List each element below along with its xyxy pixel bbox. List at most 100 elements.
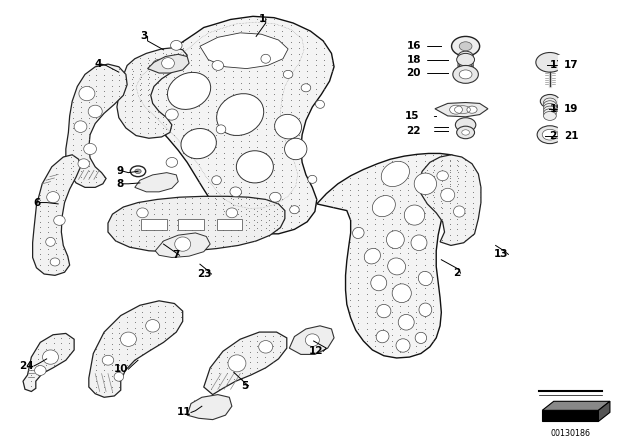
Point [294, 155, 304, 162]
Point [149, 232, 159, 239]
Point [233, 227, 243, 234]
Point [227, 97, 237, 104]
Point [403, 285, 413, 292]
Circle shape [458, 63, 473, 74]
Point [277, 91, 287, 98]
Point [49, 361, 59, 368]
Point [172, 237, 182, 245]
Point [302, 213, 312, 220]
Point [294, 207, 304, 214]
Point [107, 324, 117, 331]
Point [202, 178, 212, 185]
Point [107, 372, 117, 379]
Point [236, 138, 246, 145]
Point [136, 103, 147, 110]
Point [260, 195, 271, 202]
Point [58, 186, 68, 193]
Text: 20: 20 [406, 68, 421, 78]
Point [236, 21, 246, 28]
Point [277, 103, 287, 110]
Point [412, 163, 422, 170]
Point [153, 319, 163, 326]
Point [445, 199, 455, 206]
Point [395, 349, 405, 356]
Point [353, 291, 364, 298]
Point [244, 224, 254, 232]
Polygon shape [317, 153, 468, 358]
Point [221, 370, 232, 377]
Point [92, 388, 102, 396]
Point [310, 56, 321, 63]
Point [420, 221, 430, 228]
Point [211, 166, 221, 173]
Point [285, 143, 296, 151]
Polygon shape [125, 16, 334, 234]
Point [395, 203, 405, 211]
Point [412, 285, 422, 292]
Point [236, 201, 246, 208]
Point [202, 62, 212, 69]
Point [260, 138, 271, 145]
Polygon shape [542, 401, 610, 410]
Point [107, 71, 117, 78]
Point [248, 232, 259, 239]
Point [420, 192, 430, 199]
Ellipse shape [290, 206, 300, 214]
Ellipse shape [376, 330, 389, 343]
Point [244, 343, 255, 350]
Point [378, 168, 388, 176]
Point [412, 267, 422, 275]
Point [260, 126, 271, 133]
Point [422, 194, 432, 201]
Point [420, 163, 430, 170]
Point [403, 337, 413, 344]
Point [302, 190, 312, 197]
Point [269, 91, 279, 98]
Ellipse shape [269, 192, 281, 202]
Point [143, 81, 153, 88]
Point [111, 237, 121, 245]
Ellipse shape [137, 208, 148, 218]
Point [412, 302, 422, 309]
Point [387, 308, 397, 315]
Point [84, 136, 94, 143]
Point [219, 178, 229, 185]
Circle shape [457, 53, 474, 66]
Point [210, 205, 220, 212]
Point [277, 172, 287, 179]
Point [428, 227, 438, 234]
Point [177, 120, 188, 127]
Point [122, 329, 132, 336]
Point [467, 215, 477, 222]
Point [150, 65, 161, 72]
Point [211, 178, 221, 185]
Point [143, 76, 153, 83]
Point [219, 79, 229, 86]
Point [158, 65, 168, 72]
Point [420, 151, 430, 158]
Point [395, 325, 405, 332]
Point [177, 138, 188, 145]
Point [236, 79, 246, 86]
Point [219, 108, 229, 116]
Point [437, 172, 447, 179]
Point [202, 85, 212, 92]
Point [387, 256, 397, 263]
Point [214, 380, 224, 388]
Point [370, 256, 380, 263]
Text: 4: 4 [94, 59, 102, 69]
Point [420, 325, 430, 332]
Point [43, 224, 53, 231]
Point [403, 174, 413, 181]
Point [269, 50, 279, 57]
Point [161, 335, 171, 342]
Circle shape [452, 36, 479, 56]
Point [115, 77, 125, 84]
Point [202, 126, 212, 133]
Point [252, 114, 262, 121]
Point [269, 21, 279, 28]
Point [74, 164, 84, 172]
Point [252, 219, 262, 226]
Point [264, 216, 274, 223]
Point [236, 56, 246, 63]
